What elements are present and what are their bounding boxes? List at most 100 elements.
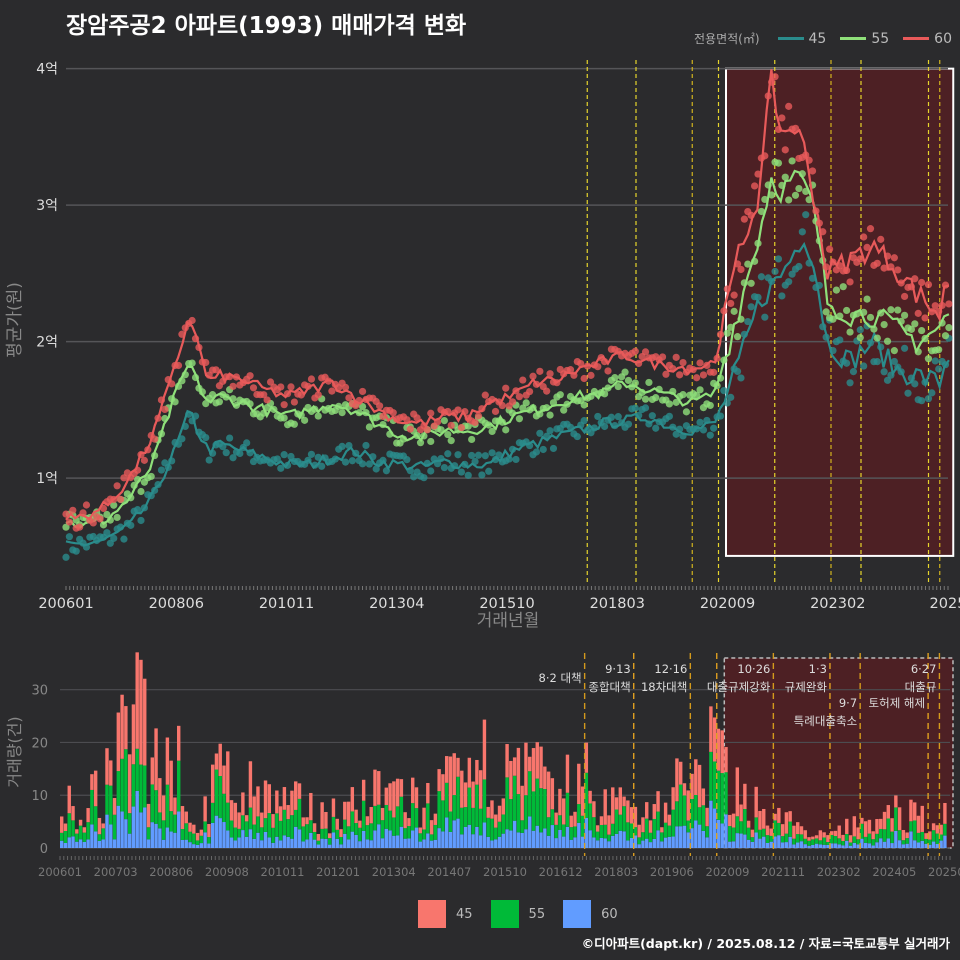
volume-bar-55-40	[210, 802, 215, 823]
volume-bar-60-14	[112, 839, 117, 848]
volume-bar-45-156	[648, 820, 653, 833]
volume-bar-60-69	[320, 838, 324, 848]
volume-bar-55-51	[252, 824, 256, 839]
price-point-60-190	[710, 368, 718, 376]
price-point-60-219	[808, 167, 817, 175]
price-point-55-41	[202, 400, 210, 408]
volume-bar-45-23	[146, 803, 151, 828]
price-point-60-234	[860, 233, 868, 241]
volume-bar-60-92	[407, 838, 411, 848]
volume-bar-55-29	[169, 811, 173, 832]
price-point-55-251	[918, 326, 926, 335]
price-y-tick-label-3: 4억	[36, 62, 58, 78]
volume-bar-55-222	[897, 830, 902, 841]
volume-bar-55-194	[792, 838, 796, 845]
price-point-55-223	[822, 308, 830, 316]
price-point-60-202	[750, 182, 759, 190]
price-point-55-186	[696, 386, 704, 394]
volume-bar-45-115	[494, 814, 498, 828]
price-x-tick-label-2: 201011	[259, 596, 314, 612]
volume-bar-55-88	[392, 817, 396, 836]
price-point-45-217	[802, 211, 810, 219]
volume-bar-60-49	[244, 836, 249, 848]
volume-bar-55-46	[233, 827, 238, 841]
price-point-45-253	[924, 395, 933, 403]
price-point-55-215	[795, 184, 803, 193]
volume-bar-60-44	[226, 830, 230, 848]
volume-bar-60-15	[116, 805, 121, 848]
volume-bar-60-169	[697, 824, 702, 848]
price-point-55-112	[444, 430, 452, 439]
price-point-55-37	[188, 359, 196, 367]
volume-legend: 45 55 60	[418, 900, 636, 928]
volume-bar-45-140	[588, 790, 592, 804]
volume-bar-60-20	[135, 790, 139, 848]
price-point-45-256	[935, 365, 943, 373]
volume-bar-45-88	[392, 781, 396, 818]
price-legend: 전용면적(㎡) 45 55 60	[694, 30, 952, 47]
price-x-axis-title: 거래년월	[477, 611, 540, 631]
price-point-60-212	[785, 102, 793, 110]
price-point-55-104	[416, 439, 425, 447]
volume-bar-55-89	[395, 806, 400, 836]
price-point-45-143	[549, 444, 558, 453]
volume-bar-45-217	[879, 818, 883, 829]
volume-bar-55-165	[682, 795, 687, 826]
volume-bar-45-184	[754, 786, 758, 818]
price-point-45-125	[488, 449, 496, 457]
volume-bar-55-146	[611, 823, 615, 836]
volume-bar-45-227	[916, 815, 921, 833]
price-point-60-126	[491, 407, 500, 416]
price-point-60-137	[529, 372, 537, 380]
price-point-55-204	[757, 207, 766, 216]
volume-bar-60-132	[558, 830, 562, 848]
volume-bar-45-16	[120, 694, 124, 759]
price-point-55-181	[679, 391, 687, 399]
price-point-55-243	[890, 347, 898, 355]
volume-bar-55-206	[837, 838, 841, 845]
volume-bar-45-47	[237, 812, 241, 829]
volume-bar-55-145	[607, 834, 611, 842]
volume-bar-60-142	[595, 840, 600, 848]
volume-bar-45-81	[365, 816, 370, 826]
volume-bar-55-114	[490, 818, 494, 841]
volume-bar-60-201	[818, 844, 823, 848]
price-point-55-22	[137, 487, 145, 496]
volume-bar-60-148	[618, 830, 623, 848]
price-point-60-210	[778, 114, 786, 122]
volume-bar-60-123	[524, 829, 528, 848]
volume-bar-45-108	[467, 757, 472, 788]
volume-bar-45-99	[433, 813, 438, 825]
volume-bar-55-205	[833, 836, 838, 844]
volume-bar-55-173	[712, 761, 717, 809]
volume-bar-60-119	[509, 830, 513, 848]
volume-x-tick-label-15: 202405	[872, 865, 916, 879]
price-point-45-41	[202, 433, 210, 442]
volume-bar-55-176	[724, 772, 728, 815]
volume-bar-60-109	[471, 834, 475, 848]
volume-bar-60-154	[641, 840, 645, 848]
volume-bar-60-195	[796, 842, 800, 848]
volume-bar-60-29	[169, 831, 173, 848]
price-point-60-16	[116, 495, 125, 503]
volume-bar-45-0	[60, 816, 64, 833]
volume-bar-55-68	[316, 840, 321, 845]
volume-bar-45-26	[158, 778, 162, 813]
price-line-55	[65, 169, 950, 529]
volume-bar-60-95	[418, 841, 422, 848]
volume-bar-55-181	[743, 809, 747, 835]
price-point-45-150	[573, 432, 581, 441]
volume-bar-45-200	[814, 835, 819, 839]
volume-bar-45-215	[871, 831, 875, 840]
volume-bar-60-227	[916, 842, 921, 848]
volume-bar-45-7	[86, 808, 90, 823]
volume-bar-60-81	[365, 839, 370, 848]
volume-bar-60-158	[656, 830, 660, 848]
volume-bar-60-210	[852, 842, 857, 848]
volume-bar-55-52	[256, 816, 260, 833]
volume-bar-60-73	[335, 838, 339, 848]
volume-bar-60-116	[497, 836, 502, 848]
volume-bar-55-96	[422, 829, 426, 840]
volume-bar-55-234	[943, 823, 947, 836]
price-point-60-131	[508, 398, 517, 406]
